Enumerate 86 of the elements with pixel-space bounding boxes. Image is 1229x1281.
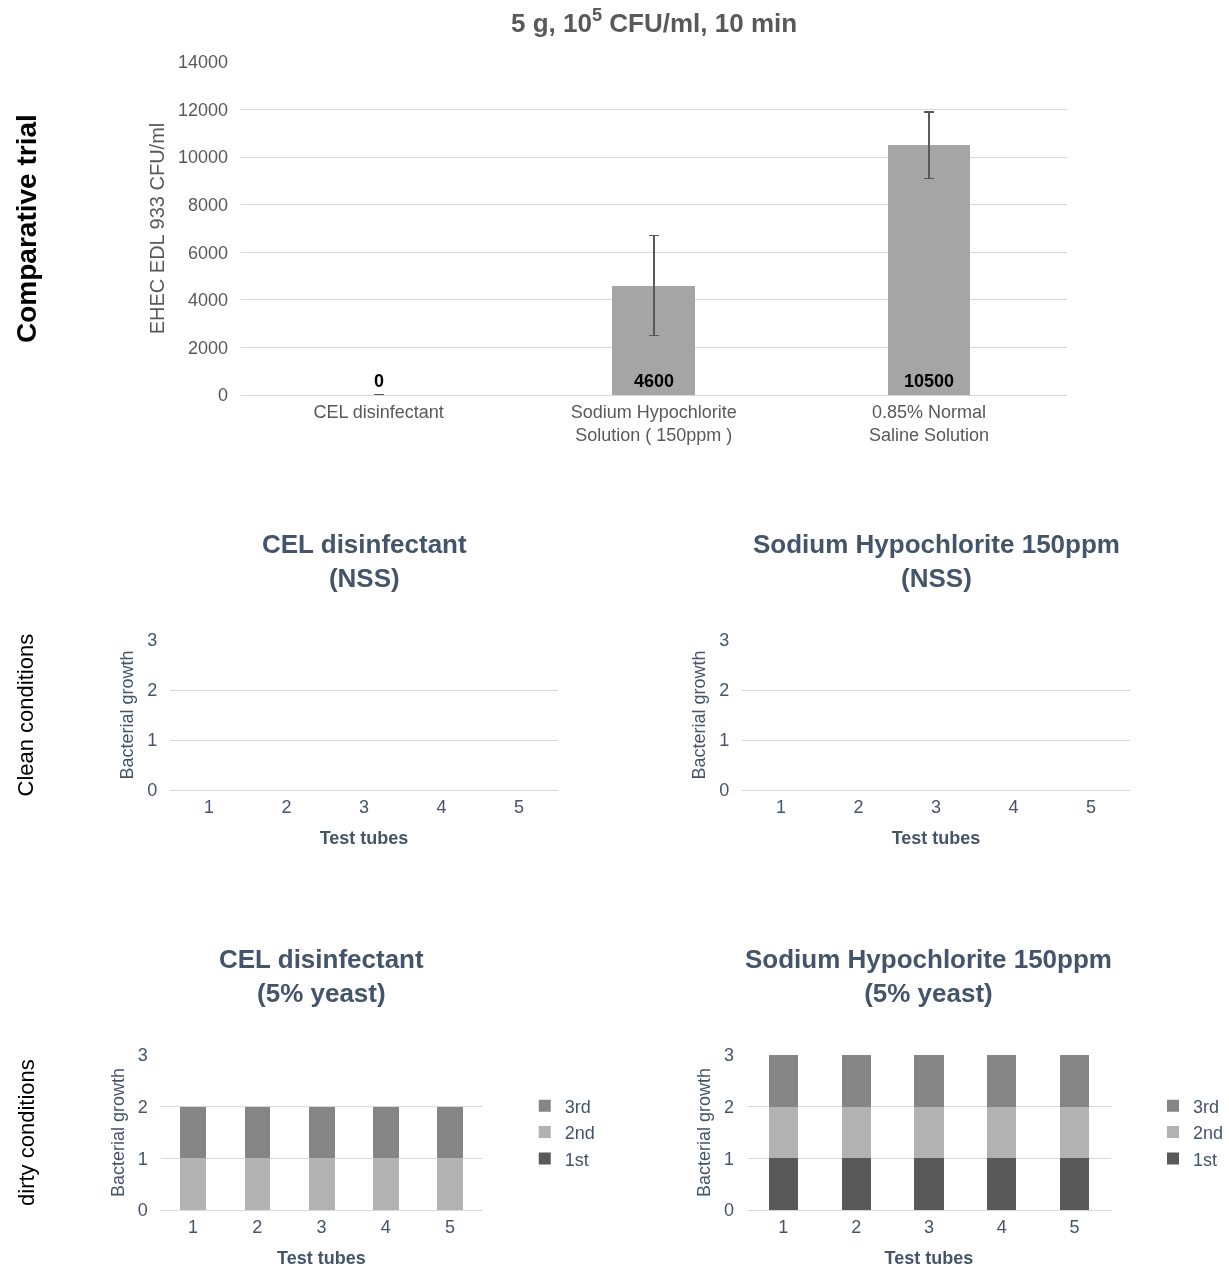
- x-tick-label: 5: [445, 1216, 456, 1237]
- x-tick-label: 4: [1008, 796, 1019, 817]
- bar: [913, 1055, 944, 1107]
- x-tick-label: 5: [1086, 796, 1097, 817]
- chart-title: Sodium Hypochlorite 150ppm (5% yeast): [745, 944, 1112, 1008]
- y-axis-title: Bacterial growth: [107, 1067, 128, 1198]
- x-axis-title: Test tubes: [277, 1247, 366, 1268]
- y-tick-label: 3: [147, 630, 158, 651]
- x-tick-label: 4: [996, 1216, 1007, 1237]
- x-tick-label: 0.85% Normal Saline Solution: [868, 401, 989, 445]
- y-axis-title: Bacterial growth: [694, 1067, 715, 1198]
- bar: [841, 1158, 871, 1210]
- chart-title: CEL disinfectant (5% yeast): [219, 944, 424, 1008]
- y-tick-label: 3: [723, 1045, 734, 1066]
- y-tick-label: 6000: [188, 242, 229, 263]
- chart-title: 5 g, 10$^{5}$ CFU/ml, 10 min: [511, 5, 798, 38]
- bar: [768, 1107, 798, 1158]
- bar: [768, 1055, 798, 1107]
- chart-title: Sodium Hypochlorite 150ppm (NSS): [753, 529, 1120, 593]
- y-tick-label: 0: [137, 1200, 148, 1221]
- y-tick-label: 2: [719, 680, 730, 701]
- y-tick-label: 10000: [178, 147, 229, 168]
- bar: [1059, 1107, 1089, 1158]
- x-tick-label: 3: [931, 796, 942, 817]
- text: Clean conditions: [13, 633, 39, 797]
- bar: [841, 1107, 871, 1158]
- data-label: 10500: [904, 371, 955, 391]
- bar: [1059, 1055, 1089, 1107]
- bar: [913, 1107, 944, 1158]
- x-tick-label: CEL disinfectant: [313, 401, 444, 422]
- y-tick-label: 3: [137, 1045, 148, 1066]
- bar: [841, 1055, 871, 1107]
- y-tick-label: 12000: [178, 99, 229, 120]
- bar: [768, 1158, 798, 1210]
- data-label: 0: [374, 371, 385, 391]
- x-axis-title: Test tubes: [891, 827, 981, 848]
- y-tick-label: 2000: [188, 337, 229, 358]
- y-tick-label: 0: [147, 780, 158, 801]
- y-tick-label: 2: [137, 1096, 148, 1117]
- y-axis-title: EHEC EDL 933 CFU/ml: [145, 122, 168, 335]
- x-tick-label: 3: [359, 796, 370, 817]
- legend-label: 3rd: [1193, 1096, 1220, 1117]
- x-tick-label: 2: [853, 796, 864, 817]
- x-tick-label: 5: [514, 796, 525, 817]
- y-axis-title: Bacterial growth: [689, 650, 710, 780]
- x-tick-label: 2: [851, 1216, 862, 1237]
- x-tick-label: 2: [281, 796, 292, 817]
- y-tick-label: 1: [147, 730, 158, 751]
- text: Comparative trial: [10, 114, 42, 343]
- y-axis-title: Bacterial growth: [117, 650, 138, 780]
- y-tick-label: 2: [723, 1096, 734, 1117]
- x-tick-label: 1: [778, 1216, 789, 1237]
- chart-title: CEL disinfectant (NSS): [262, 529, 467, 593]
- y-tick-label: 0: [719, 780, 730, 801]
- x-tick-label: 1: [775, 796, 786, 817]
- legend-label: 3rd: [564, 1096, 591, 1117]
- x-tick-label: 3: [316, 1216, 327, 1237]
- bar: [1059, 1158, 1089, 1210]
- y-tick-label: 4000: [188, 290, 229, 311]
- legend-label: 2nd: [564, 1123, 595, 1144]
- y-tick-label: 3: [719, 630, 730, 651]
- legend-label: 1st: [564, 1149, 589, 1170]
- x-axis-title: Test tubes: [319, 827, 409, 848]
- data-label: 4600: [634, 371, 675, 391]
- x-tick-label: 2: [252, 1216, 263, 1237]
- x-tick-label: 4: [436, 796, 447, 817]
- text: dirty conditions: [13, 1059, 39, 1206]
- y-tick-label: 1: [723, 1148, 734, 1169]
- y-tick-label: 8000: [188, 195, 229, 216]
- x-tick-label: Sodium Hypochlorite Solution ( 150ppm ): [570, 401, 737, 445]
- bar: [986, 1055, 1016, 1107]
- bar: [986, 1158, 1016, 1210]
- x-tick-label: 5: [1069, 1216, 1080, 1237]
- bar: [986, 1107, 1016, 1158]
- legend-label: 2nd: [1193, 1123, 1224, 1144]
- x-axis-title: Test tubes: [884, 1247, 974, 1268]
- bar: [913, 1158, 944, 1210]
- x-tick-label: 3: [923, 1216, 934, 1237]
- y-tick-label: 14000: [178, 52, 229, 73]
- y-tick-label: 1: [719, 730, 730, 751]
- y-tick-label: 2: [147, 680, 158, 701]
- y-tick-label: 0: [218, 385, 229, 406]
- y-tick-label: 0: [723, 1200, 734, 1221]
- legend-label: 1st: [1193, 1149, 1218, 1170]
- x-tick-label: 4: [380, 1216, 391, 1237]
- y-tick-label: 1: [137, 1148, 148, 1169]
